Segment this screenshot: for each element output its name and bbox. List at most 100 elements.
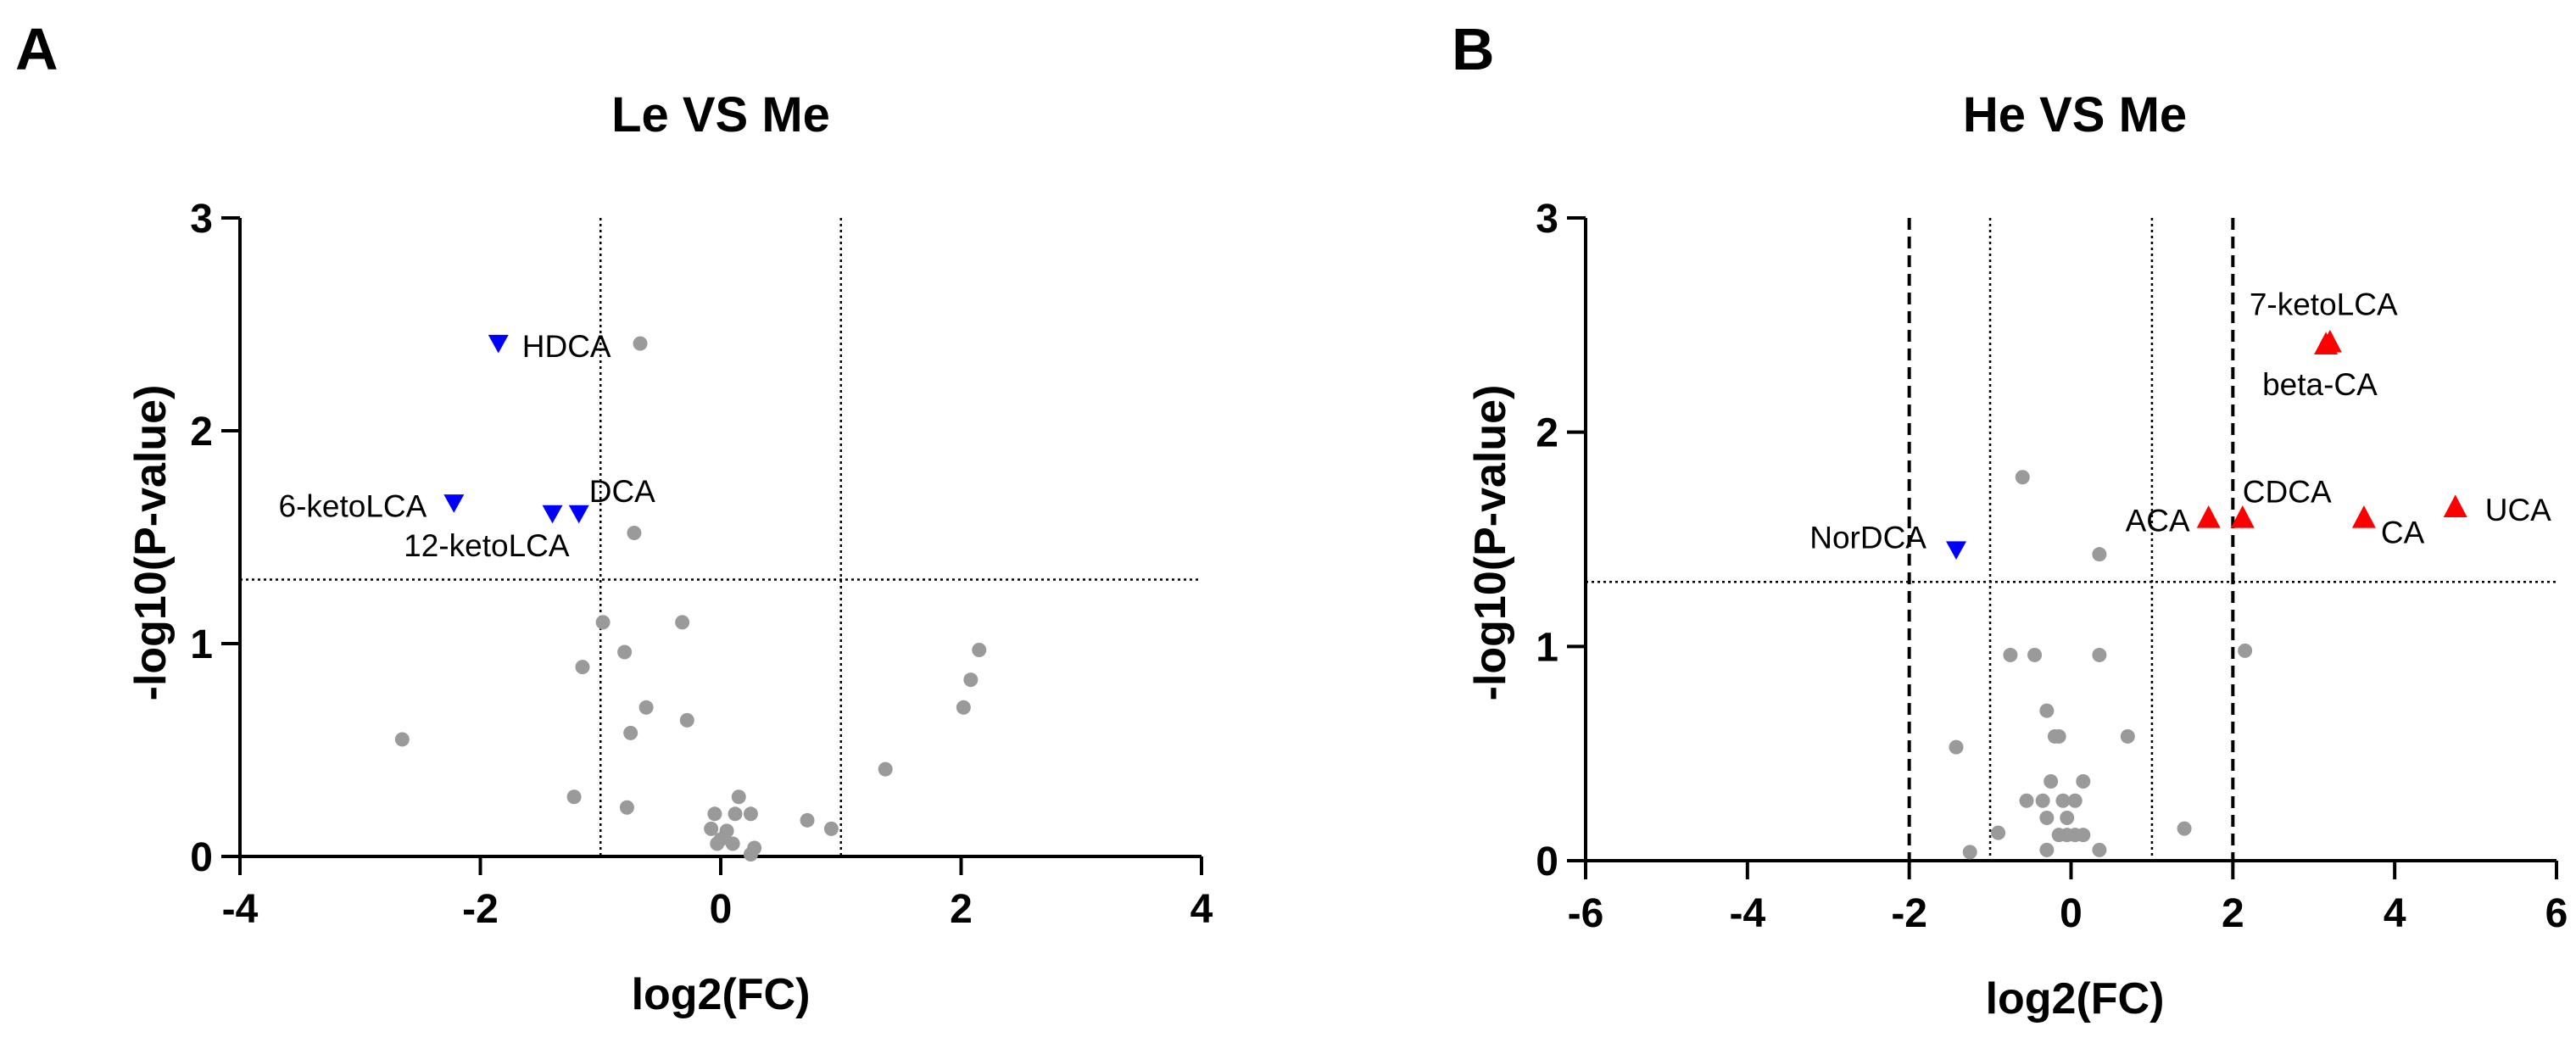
panel-b-point-label: ACA: [2126, 504, 2190, 538]
panel-b-point-down: [1946, 541, 1967, 561]
panel-a-point-down: [488, 334, 509, 354]
panel-a-point-label: HDCA: [522, 329, 611, 364]
panel-a-point-down: [542, 505, 563, 524]
panel-b-point-label: CDCA: [2243, 475, 2332, 510]
panel-b-point-ns: [2044, 774, 2059, 789]
panel-a-point-ns: [707, 806, 722, 822]
panel-a-point-ns: [623, 725, 638, 740]
panel-a-point-label: 6-ketoLCA: [279, 488, 427, 523]
panel-b-point-ns: [2092, 842, 2107, 857]
panel-a-title: Le VS Me: [611, 87, 830, 142]
panel-b-y-tick-label: 2: [1536, 411, 1558, 456]
panel-b-point-ns: [2076, 774, 2091, 789]
panel-a-point-ns: [595, 615, 611, 630]
panel-a-point-ns: [972, 643, 987, 658]
panel-b-point-up: [2443, 494, 2467, 517]
panel-a-point-ns: [619, 800, 634, 815]
panel-b-x-tick-label: -4: [1729, 891, 1765, 936]
panel-a-y-tick-label: 1: [190, 622, 213, 667]
panel-b-point-up: [2351, 505, 2376, 528]
panel-a-y-axis-label: -log10(P-value): [126, 385, 176, 701]
panel-b-point-ns: [2039, 842, 2055, 857]
panel-a-point-ns: [627, 525, 642, 540]
panel-a-point-ns: [679, 712, 694, 728]
panel-b-point-ns: [2047, 728, 2062, 744]
panel-b-x-tick-label: 0: [2060, 891, 2083, 936]
panel-a-y-tick-label: 3: [190, 197, 213, 242]
panel-b-point-ns: [1962, 845, 1977, 860]
panel-a-point-ns: [823, 821, 839, 836]
panel-b-y-axis-label: -log10(P-value): [1466, 385, 1515, 701]
panel-b-x-tick-label: 4: [2384, 891, 2406, 936]
panel-a-point-ns: [878, 761, 893, 777]
panel-a-point-ns: [566, 789, 582, 805]
panel-b-point-ns: [2027, 647, 2043, 662]
panel-b-point-ns: [2092, 547, 2107, 562]
panel-a-point-ns: [728, 806, 743, 822]
panel-a-point-ns: [800, 812, 815, 828]
panel-a-y-tick-label: 0: [190, 835, 213, 880]
panel-a-point-label: DCA: [589, 474, 655, 509]
panel-a-point-ns: [725, 836, 740, 851]
panel-a-plot-area: 0 1 2 3 -4 -2 0 2 4 HDCA 6-ketoLCA 12-ketoLCA DCA: [190, 197, 1213, 932]
panel-b-point-label: CA: [2381, 516, 2425, 550]
panel-a: A Le VS Me -log10(P-value) log2(FC) 0 1 2 3…: [15, 16, 1213, 1019]
panel-a-point-ns: [394, 732, 410, 747]
panel-a-x-tick-label: -4: [222, 887, 259, 932]
panel-b-point-ns: [2060, 810, 2075, 825]
panel-a-point-ns: [617, 644, 633, 660]
panel-b-point-ns: [2120, 728, 2135, 744]
panel-a-point-ns: [675, 615, 690, 630]
panel-b-point-ns: [2092, 647, 2107, 662]
panel-b-point-ns: [2238, 643, 2253, 658]
panel-b-letter: B: [1452, 16, 1495, 82]
panel-a-x-tick-label: -2: [462, 887, 499, 932]
panel-b-point-ns: [1991, 825, 2006, 840]
panel-b-x-tick-label: -6: [1568, 891, 1604, 936]
panel-a-point-ns: [704, 821, 719, 836]
panel-b-point-ns: [2019, 793, 2034, 808]
panel-b-point-label: beta-CA: [2262, 367, 2378, 402]
panel-a-point-ns: [633, 336, 648, 351]
panel-b-point-ns: [2003, 647, 2018, 662]
panel-b-x-tick-label: 6: [2545, 891, 2568, 936]
panel-b-x-tick-label: 2: [2222, 891, 2244, 936]
panel-b-point-label: UCA: [2485, 493, 2551, 527]
panel-a-x-tick-label: 4: [1190, 887, 1213, 932]
panel-a-point-ns: [743, 846, 758, 862]
panel-b-y-tick-label: 3: [1536, 197, 1558, 242]
panel-b-plot-area: 0 1 2 3 -6 -4 -2 0 2 4 6 NorDCA 7-ketoLCA beta-CA ACA C…: [1536, 197, 2568, 936]
panel-b-point-ns: [2039, 810, 2055, 825]
panel-b-title: He VS Me: [1963, 87, 2187, 142]
panel-b-point-ns: [2015, 470, 2030, 485]
panel-a-point-ns: [963, 672, 979, 688]
panel-b-point-up: [2196, 505, 2221, 528]
panel-b-point-label: 7-ketoLCA: [2250, 287, 2398, 322]
panel-b-point-ns: [2035, 793, 2050, 808]
panel-a-x-tick-label: 0: [710, 887, 733, 932]
panel-b-point-label: NorDCA: [1809, 521, 1926, 555]
panel-a-point-down: [568, 505, 589, 524]
panel-a-point-ns: [638, 700, 654, 715]
panel-a-point-ns: [956, 700, 971, 715]
panel-a-letter: A: [15, 16, 59, 82]
panel-b-point-up: [2230, 505, 2255, 528]
panel-b-x-tick-label: -2: [1891, 891, 1927, 936]
panel-b-point-ns: [2177, 821, 2192, 836]
panel-a-point-ns: [743, 806, 758, 822]
panel-b-point-up: [2314, 332, 2339, 354]
panel-b-point-ns: [1949, 739, 1964, 755]
panel-b-x-axis-label: log2(FC): [1986, 974, 2165, 1023]
panel-a-x-tick-label: 2: [950, 887, 973, 932]
panel-a-point-ns: [710, 836, 725, 851]
panel-b-point-ns: [2055, 793, 2071, 808]
panel-b-y-tick-label: 0: [1536, 839, 1558, 884]
panel-b-point-ns: [2039, 703, 2055, 718]
panel-b-point-ns: [2076, 828, 2091, 843]
panel-a-point-ns: [731, 789, 746, 805]
panel-a-point-down: [443, 494, 465, 513]
panel-a-y-tick-label: 2: [190, 410, 213, 455]
panel-b-y-tick-label: 1: [1536, 625, 1558, 670]
panel-a-point-ns: [575, 660, 590, 675]
